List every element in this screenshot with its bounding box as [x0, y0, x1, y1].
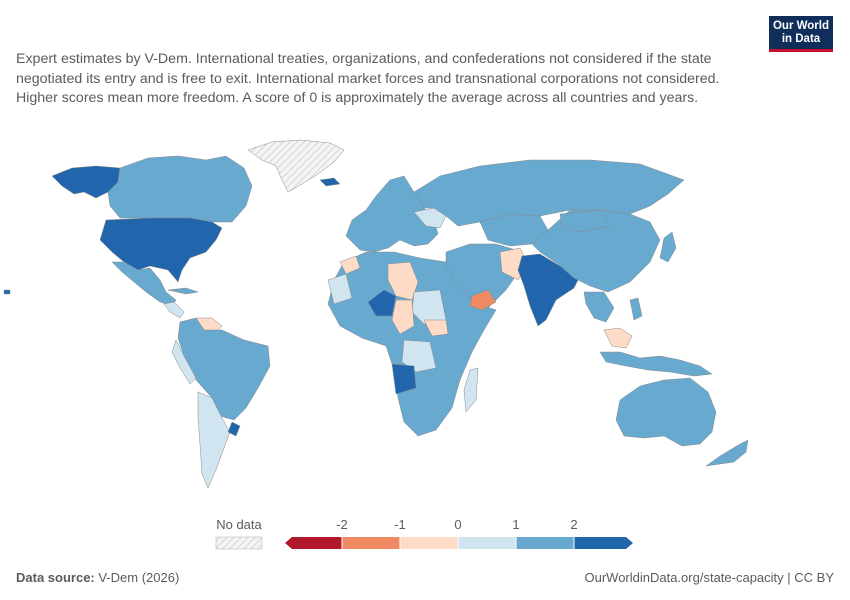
country-brazil[interactable]	[177, 317, 271, 421]
legend-tick-2: 2	[570, 517, 577, 532]
legend-bin-3	[400, 537, 458, 549]
legend-bin-highest	[574, 537, 633, 549]
logo-line-1: Our World	[772, 20, 829, 32]
legend-tick-0: 0	[454, 517, 461, 532]
country-australia[interactable]	[615, 377, 717, 447]
legend-tick-minus-1: -1	[394, 517, 406, 532]
legend-bin-2	[342, 537, 400, 549]
footer-url[interactable]: OurWorldinData.org/state-capacity | CC B…	[584, 570, 834, 585]
country-congo-region[interactable]	[401, 339, 437, 373]
legend-bin-5	[516, 537, 574, 549]
logo-line-2: in Data	[781, 33, 821, 45]
country-japan[interactable]	[659, 231, 677, 263]
country-hawaii[interactable]	[3, 289, 11, 295]
country-russia[interactable]	[413, 159, 685, 227]
country-iceland[interactable]	[319, 177, 341, 187]
legend-tick-minus-2: -2	[336, 517, 348, 532]
country-new-zealand[interactable]	[705, 439, 749, 467]
legend-no-data-label: No data	[216, 517, 262, 532]
legend-bin-4	[458, 537, 516, 549]
data-source-text: V-Dem (2026)	[94, 570, 180, 585]
data-source-label: Data source:	[16, 570, 95, 585]
country-madagascar[interactable]	[463, 367, 479, 413]
country-southeast-asia[interactable]	[583, 291, 615, 323]
country-mexico[interactable]	[111, 261, 177, 307]
chart-subtitle: Expert estimates by V-Dem. International…	[16, 51, 720, 106]
country-eastern-europe-light[interactable]	[413, 207, 447, 229]
country-greenland[interactable]	[247, 139, 345, 193]
legend-no-data-swatch	[215, 536, 263, 550]
country-chad-region[interactable]	[391, 299, 415, 335]
owid-logo[interactable]: Our World in Data	[769, 16, 833, 52]
world-map	[3, 139, 749, 489]
country-china[interactable]	[531, 209, 661, 293]
country-angola[interactable]	[391, 363, 417, 395]
legend-bin-lowest	[285, 537, 342, 549]
country-morocco-region[interactable]	[339, 255, 361, 275]
legend-tick-1: 1	[512, 517, 519, 532]
country-mongolia-region[interactable]	[559, 209, 611, 233]
country-niger-region[interactable]	[367, 289, 397, 317]
country-india[interactable]	[517, 253, 581, 327]
country-united-states[interactable]	[99, 217, 223, 283]
legend: No data -2 -1 0 1 2	[215, 517, 633, 550]
data-source: Data source: V-Dem (2026)	[16, 570, 179, 585]
country-uruguay[interactable]	[227, 421, 241, 437]
country-malaysia-region[interactable]	[603, 327, 633, 349]
country-philippines[interactable]	[629, 297, 643, 321]
country-central-america[interactable]	[163, 301, 185, 319]
country-peru[interactable]	[171, 339, 197, 385]
country-yemen[interactable]	[469, 289, 497, 311]
country-cuba[interactable]	[167, 287, 199, 295]
country-argentina[interactable]	[197, 391, 231, 489]
country-indonesia[interactable]	[599, 351, 713, 377]
country-canada[interactable]	[107, 155, 253, 223]
country-ethiopia-region[interactable]	[423, 319, 449, 337]
country-western-sahara-region[interactable]	[327, 273, 353, 305]
